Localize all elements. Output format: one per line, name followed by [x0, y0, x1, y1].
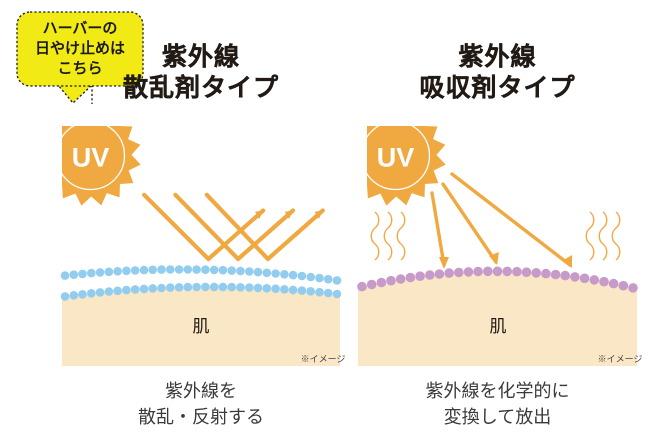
svg-text:※イメージ: ※イメージ [598, 354, 643, 364]
svg-text:※イメージ: ※イメージ [301, 354, 346, 364]
svg-text:肌: 肌 [193, 317, 210, 336]
svg-text:UV: UV [72, 143, 110, 173]
svg-text:肌: 肌 [490, 317, 507, 336]
svg-text:UV: UV [377, 143, 415, 173]
